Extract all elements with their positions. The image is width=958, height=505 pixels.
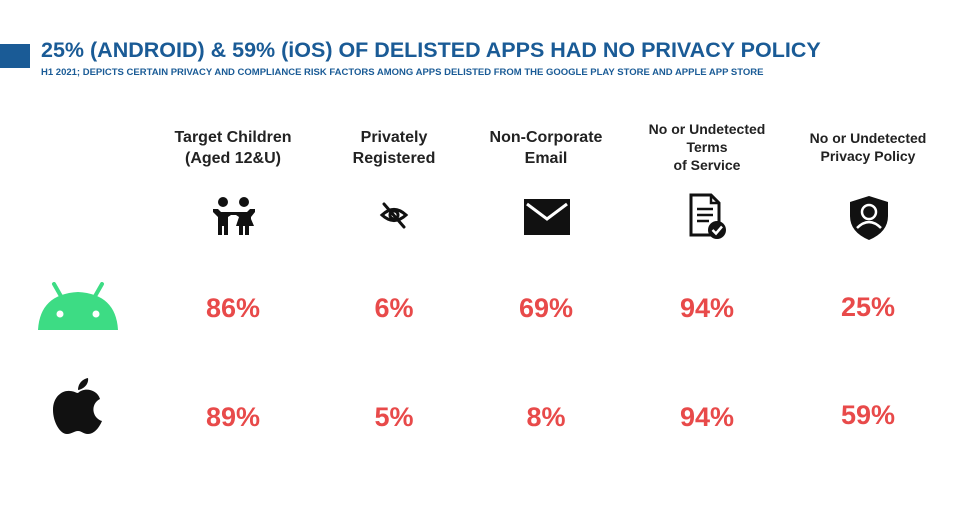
column-header-line: Privacy Policy xyxy=(820,148,916,165)
column-header-target-children: Target Children (Aged 12&U) xyxy=(158,128,308,170)
value-android-privacy-policy: 25% xyxy=(840,292,896,322)
column-header-non-corporate-email: Non-Corporate Email xyxy=(471,128,621,170)
envelope-icon xyxy=(524,199,570,235)
children-icon xyxy=(213,197,255,235)
value-ios-target-children: 89% xyxy=(205,402,261,432)
value-android-target-children: 86% xyxy=(205,293,261,323)
value-ios-privately-registered: 5% xyxy=(374,402,414,432)
apple-icon xyxy=(53,378,102,434)
column-header-terms-of-service: No or Undetected Terms of Service xyxy=(632,120,782,175)
value-ios-privacy-policy: 59% xyxy=(840,400,896,430)
column-header-line: Registered xyxy=(352,149,436,167)
accent-bar xyxy=(0,44,30,68)
column-header-line: Target Children xyxy=(174,129,292,146)
column-header-line: Terms xyxy=(686,139,728,156)
value-android-terms-of-service: 94% xyxy=(679,293,735,323)
chart-title: 25% (ANDROID) & 59% (iOS) OF DELISTED AP… xyxy=(41,38,821,62)
value-ios-non-corporate-email: 8% xyxy=(526,402,566,432)
android-icon xyxy=(38,282,118,330)
column-header-line: Privately xyxy=(360,129,428,146)
column-header-privacy-policy: No or Undetected Privacy Policy xyxy=(793,129,943,165)
column-header-line: Non-Corporate xyxy=(489,129,603,146)
value-android-non-corporate-email: 69% xyxy=(518,293,574,323)
document-check-icon xyxy=(689,193,726,239)
column-header-line: No or Undetected xyxy=(809,130,927,146)
column-header-line: (Aged 12&U) xyxy=(184,149,281,167)
chart-subtitle: H1 2021; DEPICTS CERTAIN PRIVACY AND COM… xyxy=(41,67,764,78)
column-header-line: of Service xyxy=(673,157,741,174)
column-header-line: No or Undetected xyxy=(648,121,766,137)
value-ios-terms-of-service: 94% xyxy=(679,402,735,432)
column-header-privately-registered: Privately Registered xyxy=(319,128,469,170)
shield-user-icon xyxy=(850,196,888,240)
hidden-eye-icon xyxy=(379,202,409,229)
value-android-privately-registered: 6% xyxy=(374,293,414,323)
column-header-line: Email xyxy=(524,149,568,167)
